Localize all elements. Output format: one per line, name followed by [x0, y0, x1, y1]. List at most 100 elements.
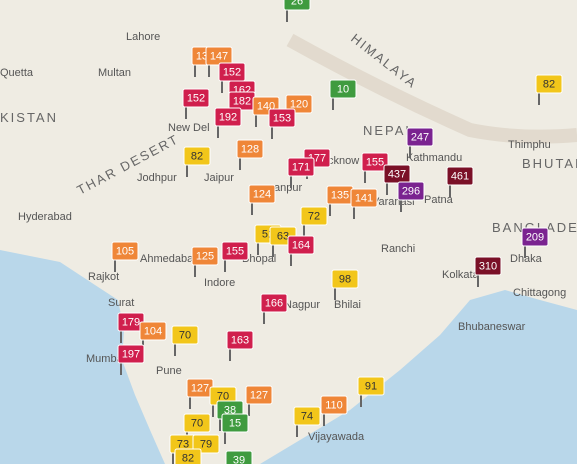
- aqi-marker: [397, 181, 425, 201]
- aqi-value: 128: [241, 143, 259, 155]
- aqi-value: 10: [337, 83, 349, 95]
- place-label: Ranchi: [381, 243, 415, 255]
- aqi-value: 124: [253, 188, 271, 200]
- aqi-value: 147: [210, 50, 228, 62]
- aqi-marker: [192, 434, 220, 454]
- aqi-value: 82: [182, 452, 194, 464]
- aqi-value: 38: [224, 404, 236, 416]
- aqi-value: 82: [543, 78, 555, 90]
- aqi-value: 91: [365, 380, 377, 392]
- place-label: Thimphu: [508, 139, 551, 151]
- aqi-marker: [221, 241, 249, 261]
- aqi-marker: [245, 385, 273, 405]
- place-label: anpur: [274, 182, 302, 194]
- aqi-marker: [287, 235, 315, 255]
- place-label: Kathmandu: [406, 152, 462, 164]
- aqi-value: 152: [187, 92, 205, 104]
- aqi-marker: [221, 413, 249, 433]
- aqi-value: 120: [290, 98, 308, 110]
- aqi-value: 171: [292, 161, 310, 173]
- aqi-marker: [182, 88, 210, 108]
- place-label: Kolkata: [442, 269, 480, 281]
- aqi-marker: [406, 127, 434, 147]
- place-label: Lahore: [126, 31, 160, 43]
- aqi-value: 110: [325, 399, 343, 411]
- aqi-value: 247: [411, 131, 429, 143]
- aqi-marker: [287, 157, 315, 177]
- aqi-marker: [260, 293, 288, 313]
- aqi-marker: [236, 139, 264, 159]
- aqi-value: 72: [308, 210, 320, 222]
- place-label: Ahmedabad: [140, 253, 199, 265]
- aqi-value: 461: [451, 170, 469, 182]
- aqi-marker: [214, 107, 242, 127]
- place-label: Quetta: [0, 67, 34, 79]
- aqi-marker: [183, 413, 211, 433]
- place-label: Indore: [204, 277, 235, 289]
- aqi-value: 141: [355, 192, 373, 204]
- aqi-marker: [300, 206, 328, 226]
- aqi-marker: [226, 330, 254, 350]
- place-label: Hyderabad: [18, 211, 72, 223]
- aqi-value: 197: [122, 348, 140, 360]
- aqi-value: 15: [229, 417, 241, 429]
- aqi-value: 179: [122, 316, 140, 328]
- aqi-value: 163: [231, 334, 249, 346]
- aqi-value: 166: [265, 297, 283, 309]
- aqi-value: 104: [144, 325, 162, 337]
- aqi-value: 98: [339, 273, 351, 285]
- aqi-value: 39: [233, 454, 245, 464]
- aqi-value: 164: [292, 239, 310, 251]
- aqi-marker: [183, 146, 211, 166]
- aqi-value: 105: [116, 245, 134, 257]
- aqi-value: 79: [200, 438, 212, 450]
- aqi-marker: [535, 74, 563, 94]
- aqi-value: 153: [273, 112, 291, 124]
- aqi-value: 127: [191, 382, 209, 394]
- aqi-value: 63: [277, 230, 289, 242]
- aqi-marker: [320, 395, 348, 415]
- place-label: cknow: [328, 155, 359, 167]
- aqi-marker: [225, 450, 253, 464]
- bay: [260, 290, 577, 464]
- aqi-value: 209: [526, 231, 544, 243]
- place-label: Mumbai: [86, 353, 125, 365]
- place-label: Patna: [424, 194, 454, 206]
- aqi-value: 310: [479, 260, 497, 272]
- place-label: Nagpur: [284, 299, 320, 311]
- aqi-marker: [521, 227, 549, 247]
- mountains: [286, 33, 577, 144]
- sea: [0, 250, 165, 464]
- place-label: Surat: [108, 297, 134, 309]
- place-label: Chittagong: [513, 287, 566, 299]
- aqi-value: 125: [196, 250, 214, 262]
- place-label: BHUTAN: [522, 156, 577, 171]
- place-label: New Del: [168, 122, 210, 134]
- aqi-marker: [361, 152, 389, 172]
- aqi-marker: [383, 164, 411, 184]
- place-label: Dhaka: [510, 253, 543, 265]
- aqi-marker: [117, 344, 145, 364]
- aqi-value: 182: [233, 95, 251, 107]
- aqi-value: 155: [226, 245, 244, 257]
- aqi-marker: [331, 269, 359, 289]
- aqi-marker: [139, 321, 167, 341]
- aqi-marker: [111, 241, 139, 261]
- aqi-value: 74: [301, 410, 313, 422]
- aqi-value: 296: [402, 185, 420, 197]
- aqi-value: 82: [191, 150, 203, 162]
- place-label: Bhopal: [242, 253, 276, 265]
- aqi-marker: [191, 246, 219, 266]
- aqi-value: 70: [191, 417, 203, 429]
- place-label: Pune: [156, 365, 182, 377]
- place-label: Jodhpur: [137, 172, 177, 184]
- aqi-marker: [283, 0, 311, 11]
- aqi-value: 192: [219, 111, 237, 123]
- aqi-marker: [350, 188, 378, 208]
- aqi-value: 152: [223, 66, 241, 78]
- aqi-value: 73: [177, 438, 189, 450]
- place-label: Multan: [98, 67, 131, 79]
- aqi-marker: [268, 108, 296, 128]
- aqi-value: 437: [388, 168, 406, 180]
